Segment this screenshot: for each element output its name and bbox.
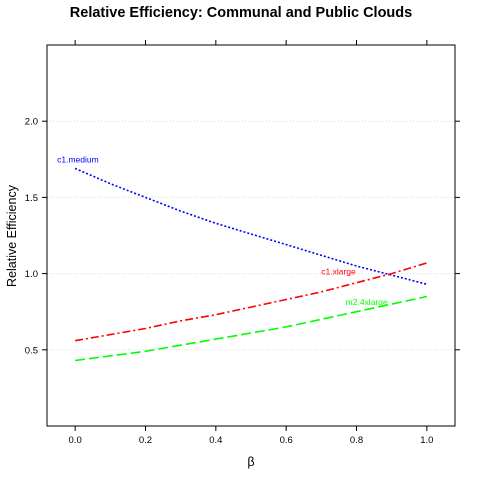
y-tick-label: 2.0 <box>25 117 38 128</box>
chart-title: Relative Efficiency: Communal and Public… <box>70 5 412 21</box>
y-tick-label: 1.0 <box>25 269 38 280</box>
series-line-m2.4xlarge <box>74 295 428 362</box>
y-tick-label: 1.5 <box>25 193 38 204</box>
x-axis-label: β <box>247 455 254 469</box>
series-label-c1.medium: c1.medium <box>57 154 99 164</box>
x-tick-label: 0.0 <box>69 435 82 446</box>
series-labels: c1.medium c1.xlarge m2.4xlarge <box>57 154 388 307</box>
x-tick-label: 0.6 <box>280 435 293 446</box>
x-tick-label: 0.4 <box>209 435 222 446</box>
x-tick-label: 1.0 <box>420 435 433 446</box>
series-line-c1.xlarge <box>74 262 428 342</box>
x-tick-label: 0.8 <box>350 435 363 446</box>
y-axis-label: Relative Efficiency <box>5 184 19 287</box>
axis-ticks: 0.0 0.2 0.4 0.6 0.8 1.0 0.5 1.0 1.5 2.0 <box>25 40 460 446</box>
grid-lines <box>47 120 455 351</box>
series-label-m2.4xlarge: m2.4xlarge <box>346 297 388 307</box>
series-label-c1.xlarge: c1.xlarge <box>321 267 356 277</box>
y-tick-label: 0.5 <box>25 345 38 356</box>
series-lines <box>74 167 428 362</box>
x-tick-label: 0.2 <box>139 435 152 446</box>
plot-frame <box>46 44 456 427</box>
series-line-c1.medium <box>74 167 428 286</box>
